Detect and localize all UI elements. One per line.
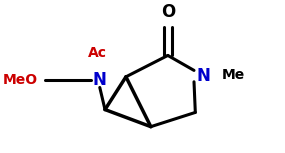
Text: O: O xyxy=(161,3,175,21)
Text: Me: Me xyxy=(221,68,245,82)
Text: Ac: Ac xyxy=(88,46,107,60)
Text: MeO: MeO xyxy=(3,73,38,87)
Text: N: N xyxy=(196,67,210,85)
Text: N: N xyxy=(93,71,107,89)
